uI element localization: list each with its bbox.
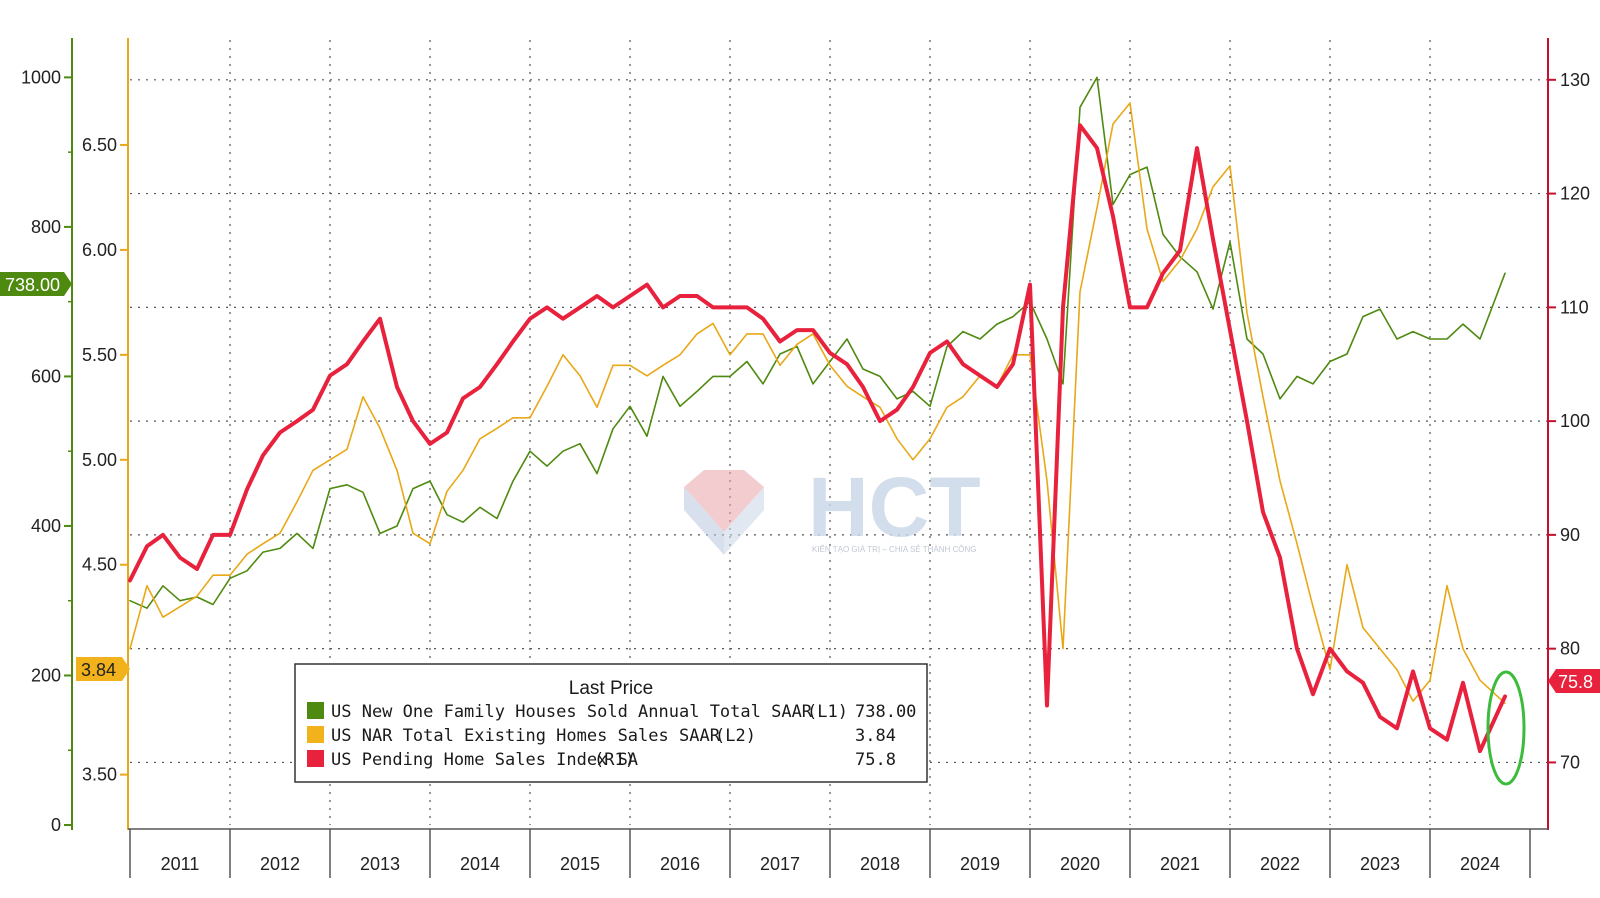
- axis-r1-tick-label: 120: [1560, 184, 1590, 204]
- legend-series-name: US Pending Home Sales Index SA: [331, 750, 638, 770]
- watermark-logo: HCT KIẾN TẠO GIÁ TRỊ – CHIA SẺ THÀNH CÔN…: [684, 460, 981, 555]
- x-tick-label: 2014: [460, 854, 500, 874]
- legend-series-name: US New One Family Houses Sold Annual Tot…: [331, 702, 813, 722]
- x-tick-label: 2022: [1260, 854, 1300, 874]
- x-tick-label: 2013: [360, 854, 400, 874]
- axis-r1-tick-label: 80: [1560, 639, 1580, 659]
- badge-r1: 75.8: [1548, 669, 1600, 693]
- badge-l2-text: 3.84: [81, 660, 116, 680]
- legend-entry-pending-sales: US Pending Home Sales Index SA (R1) 75.8: [307, 750, 896, 770]
- x-tick-label: 2015: [560, 854, 600, 874]
- axis-r1-tick-label: 90: [1560, 525, 1580, 545]
- series-line-new-homes: [129, 76, 1506, 610]
- legend-entry-existing-homes: US NAR Total Existing Homes Sales SAAR (…: [307, 726, 896, 746]
- grid-lines: [130, 40, 1548, 825]
- x-tick-label: 2016: [660, 854, 700, 874]
- x-tick-label: 2023: [1360, 854, 1400, 874]
- axis-l1-tick-label: 0: [51, 815, 61, 835]
- axis-r1-tick-label: 130: [1560, 70, 1590, 90]
- axis-l1-tick-label: 600: [31, 366, 61, 386]
- legend: Last Price US New One Family Houses Sold…: [294, 663, 928, 783]
- legend-entry-new-homes: US New One Family Houses Sold Annual Tot…: [307, 702, 916, 722]
- legend-swatch: [307, 702, 324, 719]
- axis-l2-tick-label: 4.50: [82, 555, 117, 575]
- axis-l2-tick-label: 3.50: [82, 765, 117, 785]
- highlight-circle: [1486, 670, 1526, 786]
- legend-axis-label: (L2): [715, 726, 756, 746]
- legend-swatch: [307, 750, 324, 767]
- x-tick-label: 2017: [760, 854, 800, 874]
- axis-l2-tick-label: 6.50: [82, 135, 117, 155]
- axis-l1-tick-label: 800: [31, 217, 61, 237]
- legend-series-name: US NAR Total Existing Homes Sales SAAR: [331, 726, 721, 746]
- badge-l1-text: 738.00: [5, 275, 60, 295]
- badge-r1-text: 75.8: [1558, 672, 1593, 692]
- axis-l1-tick-label: 400: [31, 516, 61, 536]
- watermark-text: HCT: [808, 460, 981, 554]
- x-tick-label: 2021: [1160, 854, 1200, 874]
- legend-swatch: [307, 726, 324, 743]
- legend-title: Last Price: [569, 678, 653, 699]
- axis-r1-tick-label: 70: [1560, 752, 1580, 772]
- axis-l1-tick-label: 1000: [21, 67, 61, 87]
- axis-r1-tick-label: 100: [1560, 411, 1590, 431]
- series-lines: [128, 76, 1507, 754]
- x-tick-label: 2018: [860, 854, 900, 874]
- x-tick-label: 2011: [161, 854, 200, 874]
- axis-l1-tick-label: 200: [31, 665, 61, 685]
- x-tick-label: 2019: [960, 854, 1000, 874]
- x-tick-label: 2012: [260, 854, 300, 874]
- diamond-logo-icon: [684, 470, 764, 555]
- legend-last-value: 3.84: [855, 726, 896, 746]
- x-axis: 2011 2012 2013 2014 2015 2016 2017 2018 2019 2020…: [128, 828, 1548, 878]
- legend-axis-label: (R1): [594, 750, 635, 770]
- series-line-pending-sales: [128, 123, 1507, 754]
- axis-r1-tick-label: 110: [1560, 297, 1589, 317]
- axis-l2-tick-label: 6.00: [82, 240, 117, 260]
- badge-l1: 738.00: [0, 272, 72, 296]
- badge-l2: 3.84: [76, 657, 130, 681]
- legend-last-value: 75.8: [855, 750, 896, 770]
- axis-l2-tick-label: 5.00: [82, 450, 117, 470]
- series-line-existing-homes: [129, 102, 1506, 705]
- watermark-subtitle: KIẾN TẠO GIÁ TRỊ – CHIA SẺ THÀNH CÔNG: [812, 544, 976, 554]
- x-tick-label: 2024: [1460, 854, 1500, 874]
- x-tick-label: 2020: [1060, 854, 1100, 874]
- legend-axis-label: (L1): [807, 702, 848, 722]
- axis-l2-tick-label: 5.50: [82, 345, 117, 365]
- legend-last-value: 738.00: [855, 702, 916, 722]
- axes: 100080060040020006.506.005.505.004.504.0…: [21, 38, 1590, 835]
